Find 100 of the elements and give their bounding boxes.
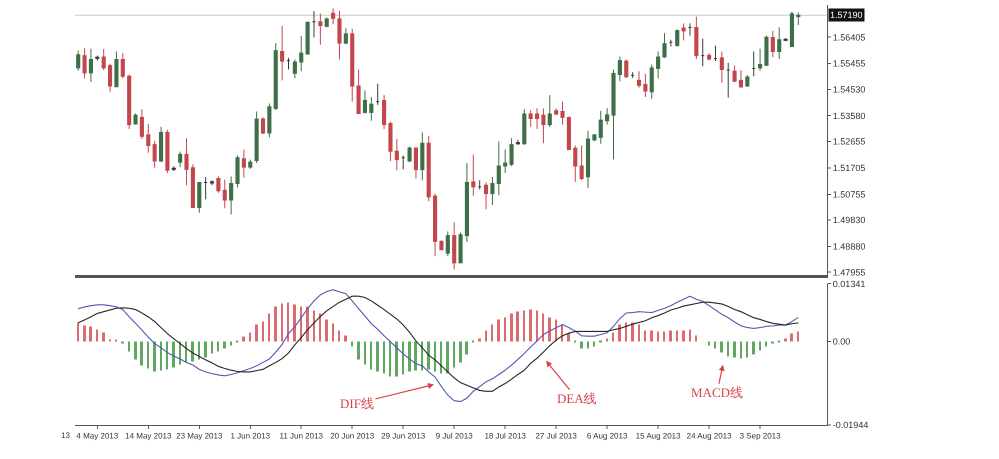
bar bbox=[357, 342, 360, 360]
candlestick bbox=[197, 181, 202, 214]
bar bbox=[274, 306, 277, 342]
bar bbox=[223, 342, 226, 349]
candlestick bbox=[388, 121, 393, 162]
bar bbox=[727, 342, 729, 357]
bar bbox=[529, 310, 532, 342]
candlestick bbox=[108, 63, 112, 92]
x-tick-label: 15 Aug 2013 bbox=[636, 432, 682, 441]
bar bbox=[797, 332, 799, 342]
bar bbox=[491, 324, 493, 342]
candlestick bbox=[382, 94, 386, 130]
candlestick bbox=[401, 154, 406, 170]
candlestick bbox=[184, 138, 189, 186]
candlestick bbox=[204, 176, 208, 200]
candlestick bbox=[254, 111, 259, 164]
x-tick-label: 14 May 2013 bbox=[125, 432, 172, 441]
candlestick bbox=[344, 28, 348, 45]
candlestick bbox=[318, 12, 322, 46]
candlestick bbox=[120, 52, 125, 79]
bar bbox=[733, 342, 736, 358]
candlestick bbox=[229, 176, 234, 215]
candlestick bbox=[668, 39, 673, 47]
candlestick bbox=[95, 55, 100, 62]
bar bbox=[695, 336, 697, 342]
candlestick bbox=[790, 11, 794, 48]
y-tick-label: 1.48880 bbox=[832, 242, 866, 252]
y-tick-label: 1.56405 bbox=[832, 32, 866, 42]
bar bbox=[790, 334, 793, 342]
bar bbox=[465, 342, 468, 355]
bar bbox=[255, 324, 258, 342]
candlestick bbox=[662, 32, 667, 58]
bar bbox=[714, 342, 716, 349]
bar bbox=[427, 342, 430, 370]
bar bbox=[268, 314, 270, 342]
candlestick bbox=[598, 110, 603, 144]
candlestick bbox=[464, 162, 469, 242]
bar bbox=[230, 342, 232, 346]
x-tick-label: 11 Jun 2013 bbox=[280, 432, 324, 441]
candlestick bbox=[618, 56, 622, 82]
candlestick bbox=[471, 154, 476, 196]
candlestick bbox=[752, 50, 756, 77]
candlestick bbox=[190, 164, 195, 208]
bar bbox=[453, 342, 455, 368]
candlestick bbox=[490, 176, 494, 206]
candlestick bbox=[745, 74, 750, 88]
bar bbox=[631, 322, 634, 342]
bar bbox=[708, 342, 710, 346]
candlestick bbox=[426, 135, 431, 202]
bar bbox=[134, 342, 137, 360]
bar bbox=[217, 342, 219, 352]
bar bbox=[625, 322, 627, 342]
candlestick bbox=[758, 48, 762, 72]
bar bbox=[759, 342, 761, 351]
bar bbox=[128, 342, 130, 352]
bar bbox=[313, 310, 315, 342]
bar bbox=[389, 342, 391, 377]
candlestick bbox=[592, 134, 596, 142]
bar bbox=[765, 342, 767, 347]
candlestick bbox=[688, 22, 692, 36]
candlestick bbox=[650, 64, 654, 100]
candlestick bbox=[624, 59, 628, 78]
candlestick bbox=[299, 35, 304, 72]
bar bbox=[542, 314, 544, 342]
candlestick bbox=[312, 10, 316, 38]
candlestick bbox=[586, 130, 590, 189]
candlestick bbox=[509, 138, 514, 167]
candlestick bbox=[503, 149, 508, 174]
candlestick bbox=[478, 180, 482, 190]
bar bbox=[370, 342, 372, 370]
candlestick bbox=[350, 28, 354, 102]
bar bbox=[147, 342, 149, 369]
bar bbox=[669, 330, 672, 342]
bar bbox=[663, 332, 665, 342]
bar bbox=[351, 342, 353, 347]
y-tick-label: 1.52655 bbox=[832, 136, 866, 147]
bar bbox=[567, 334, 570, 342]
candlestick bbox=[337, 10, 342, 60]
candlestick bbox=[700, 38, 705, 67]
bar bbox=[497, 320, 500, 342]
bar bbox=[344, 336, 347, 342]
y-tick-label: 1.47955 bbox=[832, 267, 866, 278]
candlestick bbox=[210, 180, 214, 186]
candlestick bbox=[88, 48, 93, 83]
candlestick bbox=[770, 30, 775, 58]
x-tick-label: 3 Sep 2013 bbox=[740, 432, 782, 441]
bar bbox=[606, 338, 608, 342]
candlestick bbox=[738, 70, 744, 88]
bar bbox=[262, 322, 264, 342]
bar bbox=[618, 324, 621, 342]
candlestick bbox=[222, 179, 227, 209]
candlestick bbox=[165, 129, 170, 174]
bar bbox=[166, 342, 168, 370]
candlestick bbox=[286, 57, 291, 70]
candlestick bbox=[306, 22, 310, 56]
bar bbox=[516, 312, 519, 342]
candlestick bbox=[566, 116, 571, 150]
bar bbox=[325, 320, 328, 342]
candlestick bbox=[605, 108, 610, 126]
bar bbox=[211, 342, 213, 354]
